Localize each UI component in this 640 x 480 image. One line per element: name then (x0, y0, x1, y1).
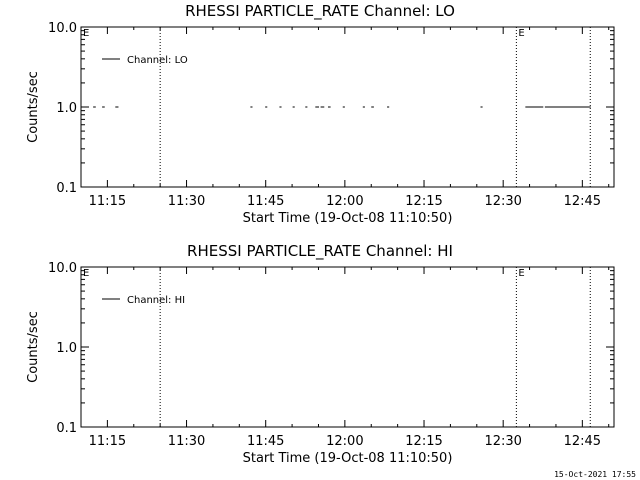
hi-legend-label: Channel: HI (127, 295, 185, 306)
hi-marker-label: E (518, 268, 524, 279)
panel-hi-title: RHESSI PARTICLE_RATE Channel: HI (187, 242, 453, 260)
panel-lo-title: RHESSI PARTICLE_RATE Channel: LO (185, 2, 455, 20)
lo-marker-label: E (518, 28, 524, 39)
hi-y-tick-label: 0.1 (56, 421, 77, 436)
lo-x-tick-label: 12:00 (326, 194, 363, 209)
lo-x-tick-label: 12:30 (484, 194, 521, 209)
lo-y-axis-label: Counts/sec (26, 71, 41, 143)
hi-x-tick-label: 12:45 (564, 434, 601, 449)
hi-y-tick-label: 1.0 (56, 341, 77, 356)
lo-x-tick-label: 12:45 (564, 194, 601, 209)
hi-x-tick-label: 12:00 (326, 434, 363, 449)
panel-hi-chart: 11:15 11:30 11:45 12:00 12:15 12:30 12:45 0.1 1.… (26, 261, 615, 466)
hi-edge-label: E (83, 268, 89, 279)
hi-x-tick-label: 12:15 (405, 434, 442, 449)
lo-edge-label: E (83, 28, 89, 39)
hi-x-tick-label: 11:15 (89, 434, 126, 449)
hi-x-tick-label: 11:30 (168, 434, 205, 449)
hi-x-tick-label: 12:30 (484, 434, 521, 449)
timestamp: 15-Oct-2021 17:55 (554, 470, 636, 479)
hi-x-tick-label: 11:45 (247, 434, 284, 449)
hi-plot-frame (80, 266, 615, 428)
lo-x-axis-label: Start Time (19-Oct-08 11:10:50) (243, 211, 453, 226)
hi-y-tick-label: 10.0 (48, 261, 77, 276)
lo-x-tick-label: 12:15 (405, 194, 442, 209)
lo-y-tick-label: 10.0 (48, 21, 77, 36)
lo-x-tick-label: 11:15 (89, 194, 126, 209)
panel-lo-chart: 11:15 11:30 11:45 12:00 12:15 12:30 12:45 0.1 1.… (26, 21, 615, 226)
lo-y-tick-label: 0.1 (56, 181, 77, 196)
hi-x-axis-label: Start Time (19-Oct-08 11:10:50) (243, 451, 453, 466)
lo-y-tick-label: 1.0 (56, 101, 77, 116)
lo-x-tick-label: 11:30 (168, 194, 205, 209)
hi-y-axis-label: Counts/sec (26, 311, 41, 383)
lo-legend-label: Channel: LO (127, 55, 188, 66)
lo-x-tick-label: 11:45 (247, 194, 284, 209)
